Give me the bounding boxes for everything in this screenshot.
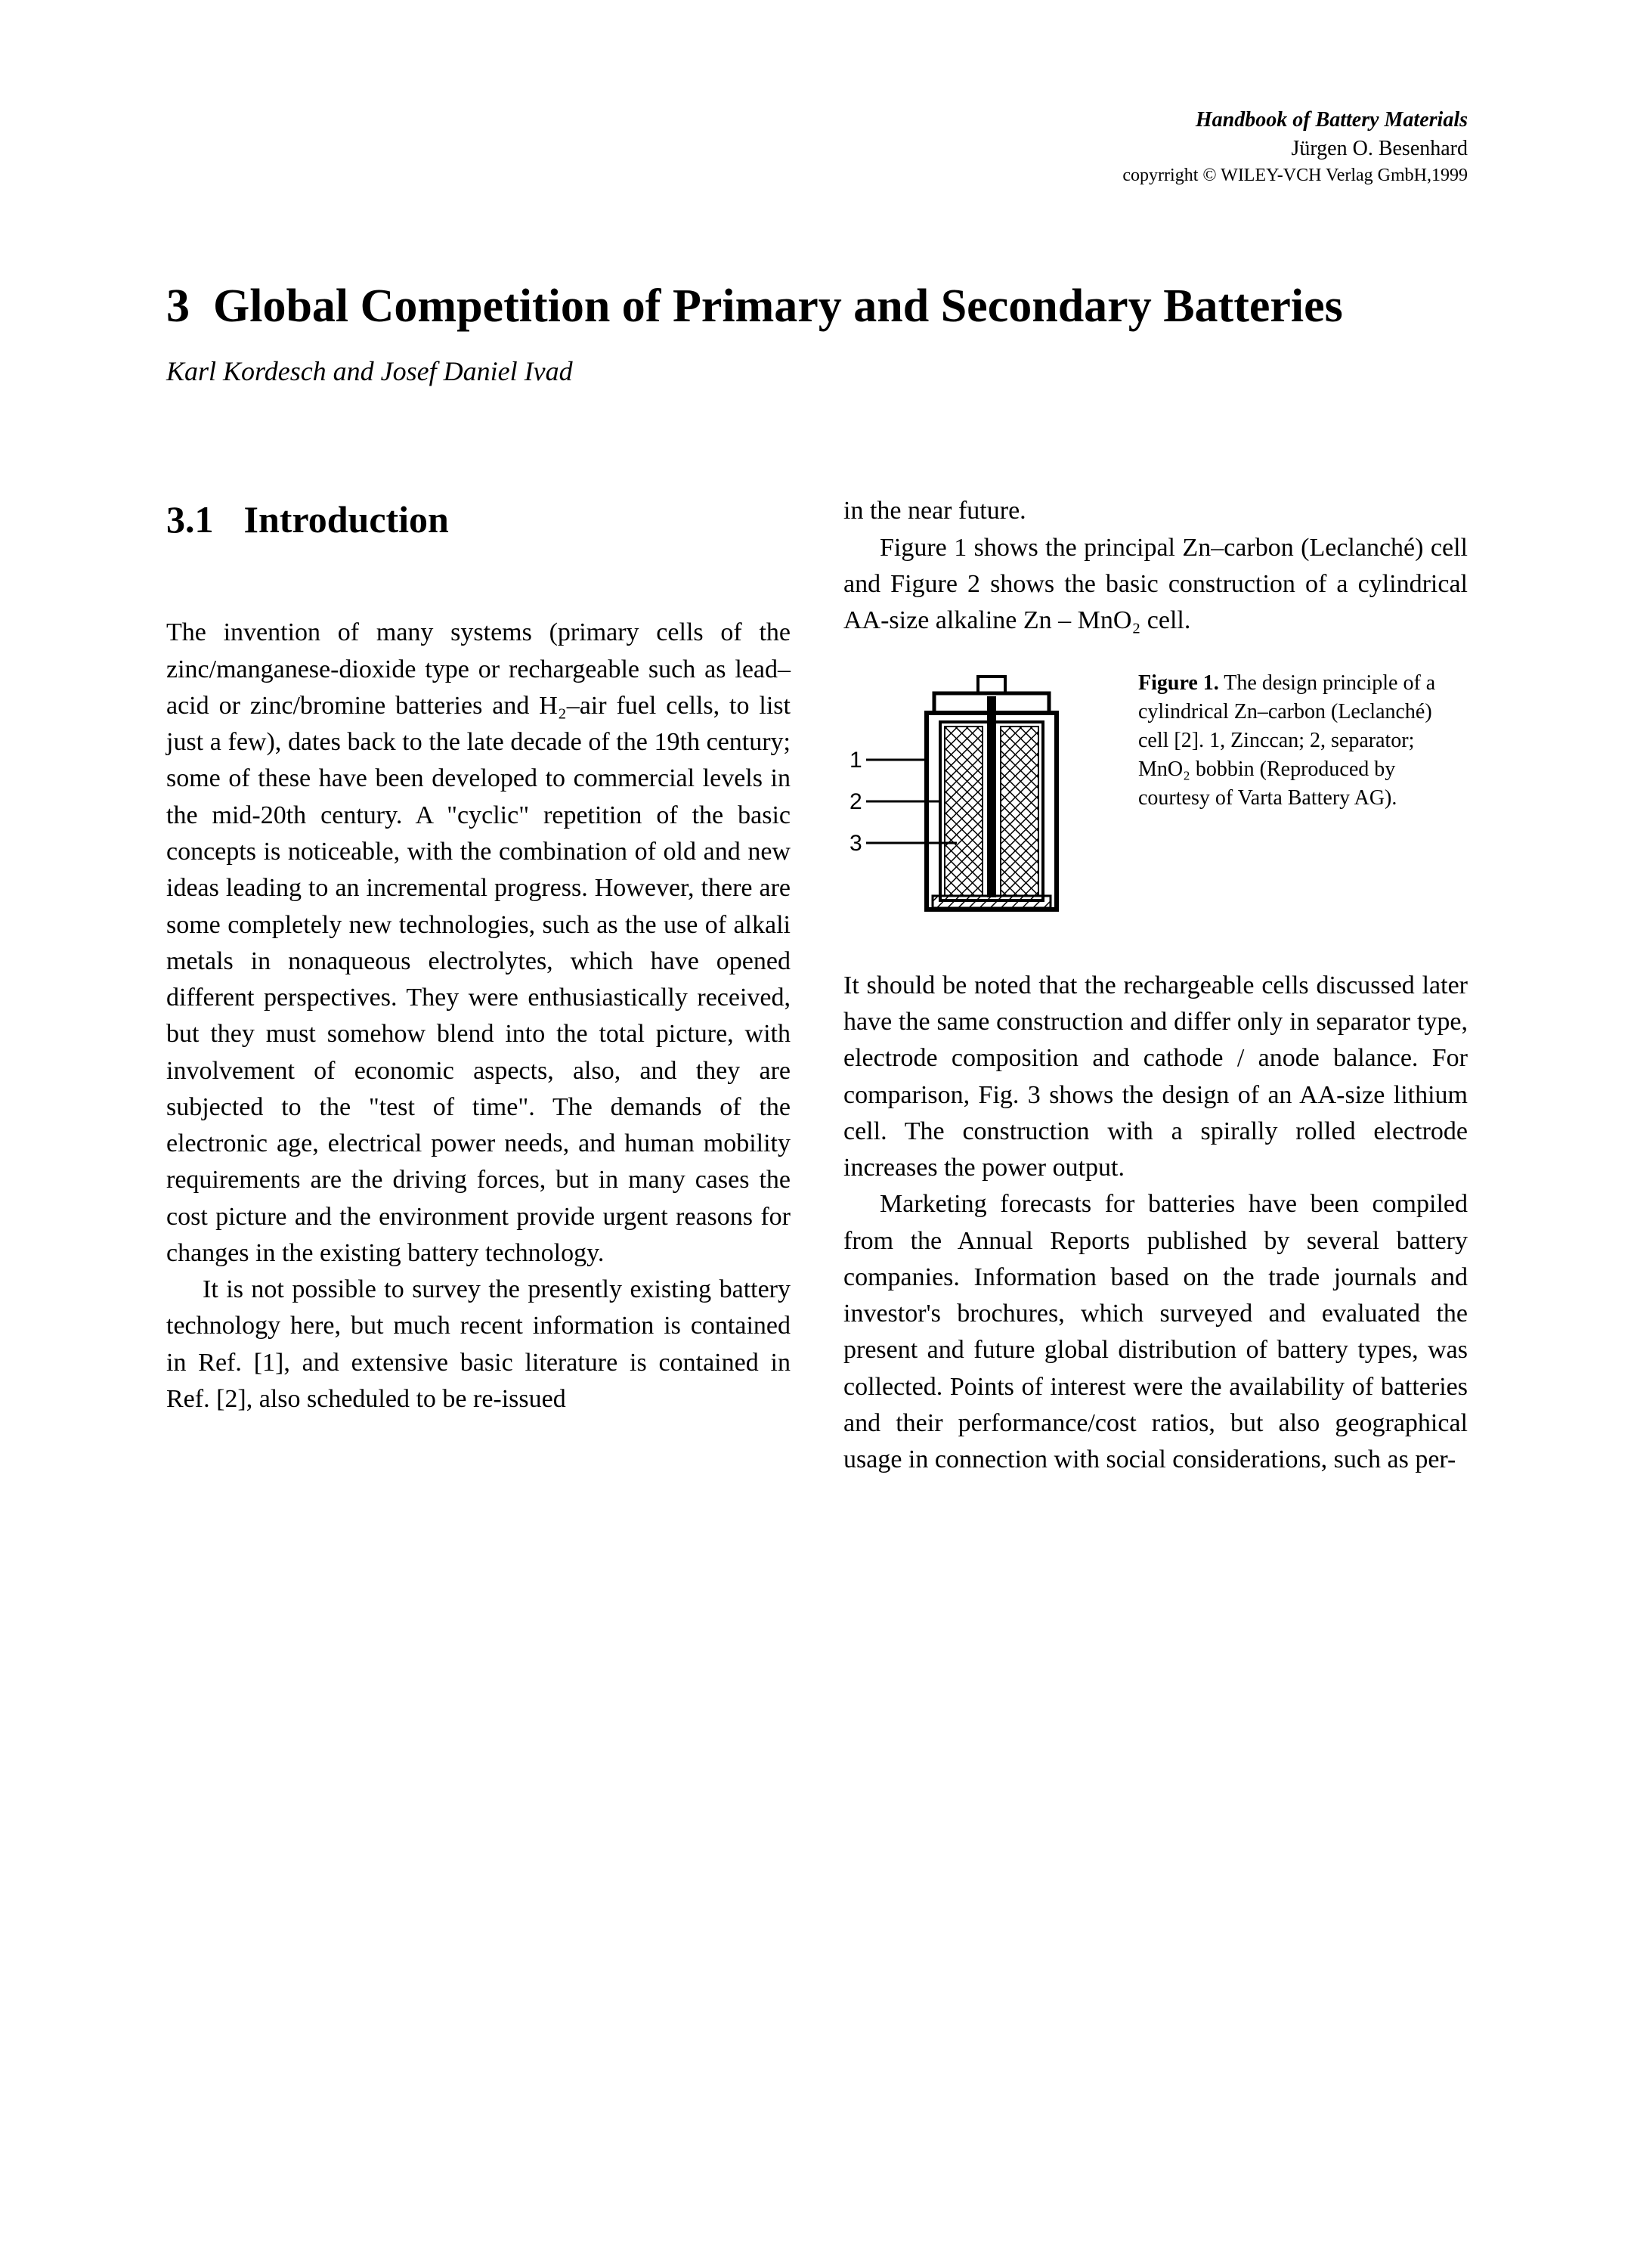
copyright-line: copyrright © WILEY-VCH Verlag GmbH,1999: [166, 163, 1468, 187]
body-paragraph: Marketing forecasts for batteries have b…: [843, 1186, 1468, 1478]
figure-1-callout-2: 2: [849, 789, 862, 814]
body-paragraph: It should be noted that the rechargeable…: [843, 968, 1468, 1187]
left-column: 3.1 Introduction The invention of many sy…: [166, 493, 791, 1478]
figure-1-caption: Figure 1. The design principle of a cyli…: [1138, 669, 1468, 812]
figure-1-callout-3: 3: [849, 831, 862, 856]
book-title: Handbook of Battery Materials: [166, 106, 1468, 135]
chapter-title: 3 Global Competition of Primary and Seco…: [166, 278, 1468, 334]
publication-header: Handbook of Battery Materials Jürgen O. …: [166, 106, 1468, 187]
section-heading: 3.1 Introduction: [166, 493, 791, 547]
chapter-number: 3: [166, 280, 190, 332]
figure-1-diagram: 1 2 3: [843, 669, 1116, 937]
body-paragraph: It is not possible to survey the present…: [166, 1272, 791, 1418]
section-title: Introduction: [244, 498, 449, 541]
chapter-authors: Karl Kordesch and Josef Daniel Ivad: [166, 355, 1468, 387]
right-column: in the near future. Figure 1 shows the p…: [843, 493, 1468, 1478]
body-paragraph: Figure 1 shows the principal Zn–carbon (…: [843, 530, 1468, 640]
body-paragraph: in the near future.: [843, 493, 1468, 529]
section-number: 3.1: [166, 493, 214, 547]
figure-label: Figure 1.: [1138, 671, 1219, 695]
body-paragraph: The invention of many systems (primary c…: [166, 615, 791, 1272]
figure-1: 1 2 3 Figure 1. The design principle of …: [843, 669, 1468, 937]
two-column-body: 3.1 Introduction The invention of many sy…: [166, 493, 1468, 1478]
chapter-title-text: Global Competition of Primary and Second…: [213, 280, 1343, 332]
battery-cell-icon: 1 2 3: [843, 669, 1116, 926]
book-editor: Jürgen O. Besenhard: [166, 135, 1468, 163]
figure-1-callout-1: 1: [849, 748, 862, 773]
